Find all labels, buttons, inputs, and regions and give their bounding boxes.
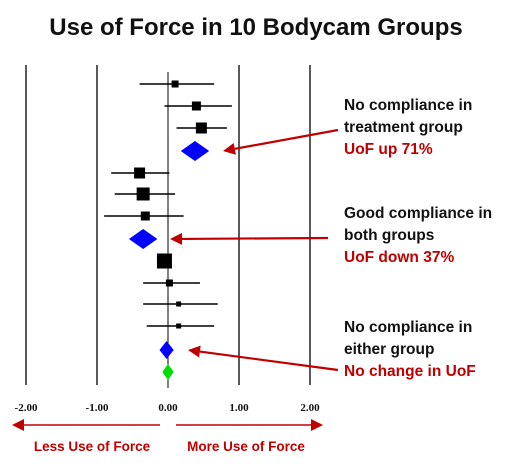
study-square bbox=[176, 301, 182, 307]
study-square bbox=[191, 101, 201, 111]
annotation-text: No compliance in bbox=[344, 97, 472, 114]
chart-title: Use of Force in 10 Bodycam Groups bbox=[49, 14, 462, 41]
less-force-label: Less Use of Force bbox=[34, 439, 151, 454]
arrowhead bbox=[311, 419, 323, 431]
annotation-text: both groups bbox=[344, 227, 434, 244]
annotation-block: Good compliance in both groups UoF down 37… bbox=[170, 205, 492, 266]
annotation-block: No compliance in either group No change in… bbox=[188, 319, 476, 380]
x-tick-label: 2.00 bbox=[300, 402, 320, 414]
study-markers bbox=[104, 80, 232, 329]
arrowhead bbox=[223, 142, 236, 155]
study-square bbox=[140, 211, 150, 221]
study-square bbox=[195, 122, 207, 134]
reference-lines bbox=[25, 65, 311, 385]
annotation-text: treatment group bbox=[344, 119, 463, 136]
arrowhead bbox=[12, 419, 24, 431]
study-square bbox=[134, 167, 146, 179]
annotation-arrow bbox=[199, 350, 339, 372]
x-tick-label: 0.00 bbox=[158, 402, 178, 414]
x-tick-label: -1.00 bbox=[86, 402, 109, 414]
annotation-highlight: No change in UoF bbox=[344, 363, 476, 380]
x-tick-label: -2.00 bbox=[15, 402, 38, 414]
pooled-diamond bbox=[159, 341, 174, 359]
direction-indicators: Less Use of Force More Use of Force bbox=[12, 419, 323, 454]
pooled-diamond bbox=[162, 364, 174, 380]
study-square bbox=[171, 80, 179, 88]
study-square bbox=[136, 187, 150, 201]
study-square bbox=[156, 253, 172, 269]
annotations: No compliance in treatment group UoF up 71… bbox=[170, 97, 492, 380]
annotation-highlight: UoF up 71% bbox=[344, 141, 433, 158]
annotation-text: either group bbox=[344, 341, 434, 358]
x-axis-ticks: -2.00 -1.00 0.00 1.00 2.00 bbox=[15, 402, 321, 414]
pooled-diamond bbox=[128, 229, 158, 249]
study-square bbox=[176, 323, 182, 329]
pooled-diamond bbox=[180, 141, 210, 161]
annotation-text: Good compliance in bbox=[344, 205, 492, 222]
annotation-block: No compliance in treatment group UoF up 71… bbox=[223, 97, 472, 158]
study-square bbox=[165, 279, 173, 287]
annotation-arrow bbox=[234, 128, 339, 150]
arrowhead bbox=[170, 232, 183, 245]
annotation-text: No compliance in bbox=[344, 319, 472, 336]
x-tick-label: 1.00 bbox=[229, 402, 249, 414]
arrowhead bbox=[188, 345, 201, 358]
more-force-label: More Use of Force bbox=[187, 439, 305, 454]
pooled-estimates bbox=[128, 141, 210, 380]
annotation-highlight: UoF down 37% bbox=[344, 249, 454, 266]
annotation-arrow bbox=[181, 236, 329, 241]
